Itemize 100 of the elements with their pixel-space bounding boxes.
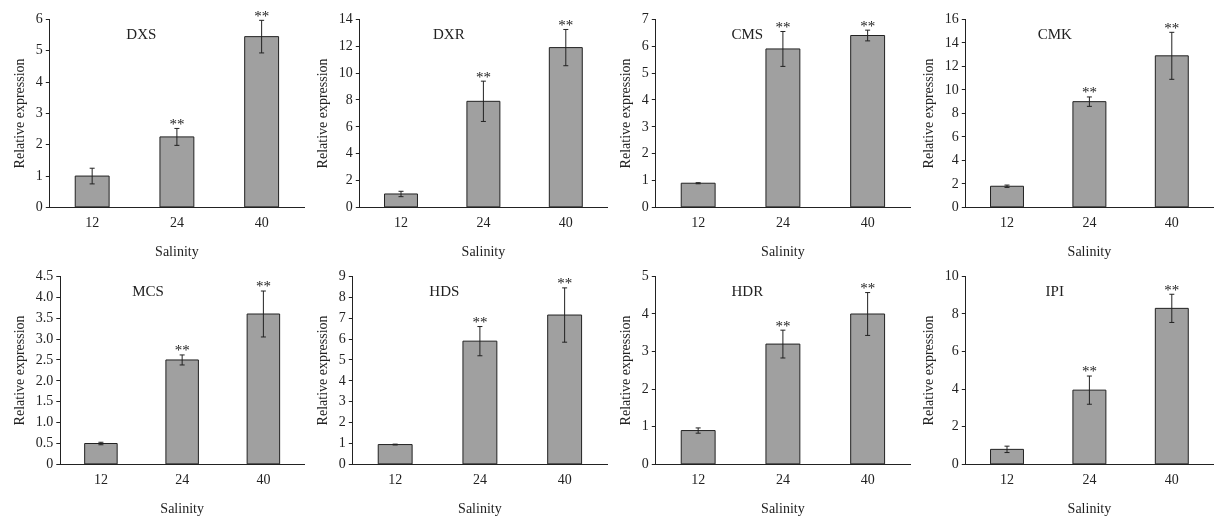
x-tick-label: 12: [85, 215, 100, 231]
y-tick-label: 7: [641, 11, 649, 27]
y-tick-label: 10: [944, 268, 959, 284]
annotation: **: [475, 68, 491, 85]
x-tick-label: 24: [775, 215, 790, 231]
annotation: **: [254, 7, 270, 24]
y-tick-label: 1: [641, 172, 649, 188]
y-tick-label: 4: [951, 380, 959, 396]
y-tick-label: 0: [951, 456, 959, 472]
annotation: **: [775, 317, 791, 334]
y-axis-title: Relative expression: [618, 315, 634, 426]
y-tick-label: 0: [641, 456, 649, 472]
x-tick-label: 40: [256, 472, 271, 488]
x-tick-label: 24: [775, 472, 790, 488]
y-tick-label: 1: [641, 418, 649, 434]
y-tick-label: 4.5: [35, 268, 54, 284]
chart-title: CMS: [731, 25, 764, 42]
y-tick-label: 4: [641, 305, 649, 321]
y-tick-label: 6: [641, 37, 649, 53]
y-tick-label: 1: [338, 435, 346, 451]
y-tick-label: 1.5: [35, 393, 54, 409]
y-tick-label: 1: [35, 167, 43, 183]
y-tick-label: 2: [345, 172, 353, 188]
y-tick-label: 0: [338, 456, 346, 472]
x-tick-label: 40: [557, 472, 572, 488]
y-tick-label: 5: [338, 351, 346, 367]
x-tick-label: 12: [1000, 472, 1014, 488]
x-tick-label: 40: [1164, 215, 1179, 231]
y-axis-title: Relative expression: [618, 58, 634, 169]
x-axis-title: Salinity: [160, 501, 204, 517]
annotation: **: [174, 342, 190, 359]
y-tick-label: 0: [641, 199, 649, 215]
x-tick-label: 40: [1164, 472, 1179, 488]
y-tick-label: 2: [338, 414, 346, 430]
y-tick-label: 6: [345, 118, 353, 134]
y-tick-label: 0: [46, 456, 54, 472]
y-tick-label: 2.0: [35, 372, 54, 388]
annotation: **: [1081, 84, 1097, 101]
x-tick-label: 40: [558, 215, 573, 231]
y-tick-label: 4: [338, 372, 346, 388]
chart-title: DXS: [126, 25, 157, 42]
y-tick-label: 14: [944, 34, 959, 50]
x-tick-label: 40: [254, 215, 269, 231]
y-tick-label: 0.5: [35, 435, 54, 451]
chart-title: HDR: [731, 282, 764, 299]
y-tick-label: 3: [641, 343, 649, 359]
x-axis-title: Salinity: [458, 501, 502, 517]
y-tick-label: 8: [951, 105, 959, 121]
x-tick-label: 24: [1082, 215, 1097, 231]
x-tick-label: 12: [1000, 215, 1014, 231]
y-tick-label: 3.5: [35, 309, 54, 325]
y-tick-label: 3: [35, 105, 43, 121]
y-tick-label: 8: [345, 91, 353, 107]
y-axis-title: Relative expression: [921, 315, 937, 426]
x-tick-label: 24: [472, 472, 487, 488]
x-axis-title: Salinity: [461, 244, 506, 260]
y-tick-label: 5: [35, 42, 43, 58]
y-tick-label: 4: [951, 152, 959, 168]
y-tick-label: 2: [951, 175, 959, 191]
y-tick-label: 2: [641, 145, 649, 161]
y-tick-label: 2: [951, 418, 959, 434]
y-tick-label: 4.0: [35, 288, 54, 304]
y-tick-label: 14: [338, 11, 353, 27]
chart-title: HDS: [429, 282, 460, 299]
x-axis-title: Salinity: [761, 244, 805, 260]
y-tick-label: 3: [641, 118, 649, 134]
annotation: **: [1164, 19, 1180, 36]
y-tick-label: 5: [641, 268, 649, 284]
y-axis-title: Relative expression: [315, 315, 331, 426]
x-axis-title: Salinity: [761, 501, 805, 517]
y-tick-label: 8: [951, 305, 959, 321]
x-tick-label: 12: [93, 472, 108, 488]
y-tick-label: 6: [951, 343, 959, 359]
y-tick-label: 12: [338, 37, 353, 53]
annotation: **: [775, 18, 791, 35]
annotation: **: [557, 275, 573, 292]
x-axis-title: Salinity: [1067, 244, 1112, 260]
x-tick-label: 12: [691, 472, 706, 488]
x-tick-label: 24: [169, 215, 184, 231]
y-tick-label: 1.0: [35, 414, 54, 430]
y-tick-label: 5: [641, 64, 649, 80]
y-axis-title: Relative expression: [12, 58, 28, 169]
y-axis-title: Relative expression: [12, 315, 28, 426]
annotation: **: [860, 280, 876, 297]
y-tick-label: 3.0: [35, 330, 54, 346]
x-tick-label: 24: [1082, 472, 1097, 488]
y-tick-label: 16: [944, 11, 959, 27]
y-tick-label: 4: [641, 91, 649, 107]
y-tick-label: 10: [338, 64, 353, 80]
x-tick-label: 40: [860, 472, 875, 488]
y-tick-label: 10: [944, 81, 959, 97]
x-tick-label: 12: [394, 215, 408, 231]
y-tick-label: 8: [338, 288, 346, 304]
x-axis-title: Salinity: [1067, 501, 1112, 517]
x-axis-title: Salinity: [155, 244, 199, 260]
annotation: **: [1164, 281, 1180, 298]
x-tick-label: 12: [388, 472, 403, 488]
y-tick-label: 4: [345, 145, 353, 161]
y-tick-label: 6: [338, 330, 346, 346]
y-tick-label: 2: [641, 380, 649, 396]
